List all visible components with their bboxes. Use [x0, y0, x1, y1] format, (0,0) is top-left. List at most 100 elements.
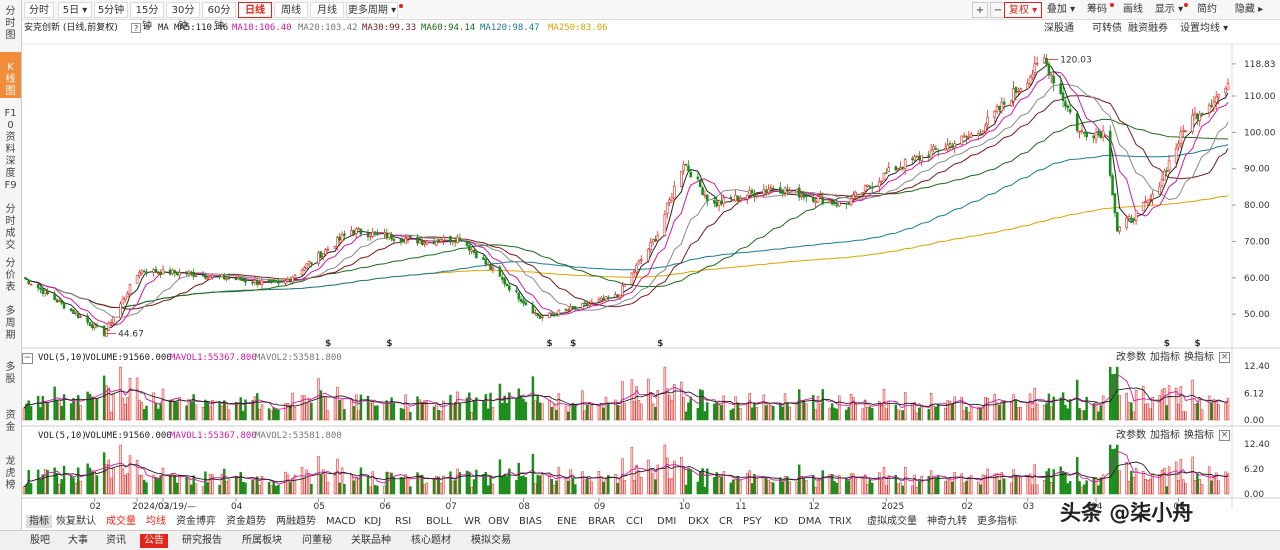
sidebar-item-kline[interactable]: K线图	[0, 52, 21, 98]
indicator-18[interactable]: DKX	[688, 516, 710, 527]
indicator-5[interactable]: 资金趋势	[226, 516, 266, 527]
period-more-button[interactable]: 更多周期 ▾	[346, 2, 398, 18]
bottom-tab-3[interactable]: 公告	[140, 534, 168, 548]
period-5day-button[interactable]: 5日 ▾	[58, 2, 92, 18]
vol-panel-2-switch-indicator-button[interactable]: 换指标	[1184, 430, 1214, 441]
volume-bar	[696, 407, 700, 421]
period-5min-button[interactable]: 5分钟	[94, 2, 128, 18]
volume-bar	[1028, 473, 1032, 495]
indicator-23[interactable]: TRIX	[829, 516, 852, 527]
indicator-7[interactable]: MACD	[326, 516, 356, 527]
candle-body	[767, 188, 770, 194]
volume-bar	[343, 484, 346, 495]
sidebar-item-f10[interactable]: F10资料	[4, 108, 17, 155]
bottom-tab-5[interactable]: 所属板块	[242, 535, 282, 546]
candle-body	[828, 200, 832, 204]
sidebar-item-intraday-trades[interactable]: 分时成交	[5, 204, 16, 251]
indicator-25[interactable]: 神奇九转	[927, 516, 967, 527]
period-monthly-button[interactable]: 月线	[310, 2, 344, 18]
sidebar-item-intraday[interactable]: 分时图	[5, 6, 16, 41]
volume-bar	[684, 411, 688, 421]
indicator-9[interactable]: RSI	[395, 516, 412, 527]
indicator-0[interactable]: 指标	[26, 515, 52, 528]
volume-bar	[173, 474, 177, 495]
vol-panel-2-add-indicator-button[interactable]: 加指标	[1150, 430, 1180, 441]
zoom-in-button[interactable]: +	[972, 2, 988, 18]
volume-bar	[670, 399, 674, 421]
vol-panel-1-edit-params-button[interactable]: 改参数	[1116, 352, 1146, 363]
ma10-line	[23, 71, 1229, 326]
bottom-tab-6[interactable]: 问董秘	[302, 535, 332, 546]
indicator-11[interactable]: WR	[464, 516, 481, 527]
convertible-bond-button[interactable]: 可转债	[1092, 23, 1122, 34]
hide-button[interactable]: 隐藏 ▸	[1234, 4, 1264, 15]
vol-panel-2-edit-params-button[interactable]: 改参数	[1116, 430, 1146, 441]
vol-panel-1-close-icon[interactable]: ×	[1219, 352, 1230, 363]
kline-chart[interactable]: $ $ $ $ $ $ $ 118.83110.00100.0090.0080.0070.0…	[0, 0, 1280, 512]
indicator-10[interactable]: BOLL	[426, 516, 452, 527]
candle-body	[943, 147, 947, 151]
indicator-14[interactable]: ENE	[557, 516, 578, 527]
collapse-panel-icon[interactable]: −	[22, 353, 33, 364]
period-15min-button[interactable]: 15分钟	[130, 2, 164, 32]
sidebar-item-multi-period[interactable]: 多周期	[5, 306, 16, 341]
candle-body	[854, 192, 858, 197]
vol-panel-1-switch-indicator-button[interactable]: 换指标	[1184, 352, 1214, 363]
bottom-tab-2[interactable]: 资讯	[106, 535, 126, 546]
period-intraday-button[interactable]: 分时	[24, 2, 54, 18]
overlay-button[interactable]: 叠加 ▾	[1046, 4, 1076, 15]
volume-bar	[58, 399, 61, 421]
indicator-1[interactable]: 恢复默认	[56, 516, 96, 527]
period-30min-button[interactable]: 30分钟	[166, 2, 200, 32]
help-icon[interactable]: ?	[131, 23, 141, 33]
bottom-tab-0[interactable]: 股吧	[30, 535, 50, 546]
indicator-4[interactable]: 资金博弈	[176, 516, 216, 527]
margin-trading-button[interactable]: 融资融券	[1128, 23, 1168, 34]
vol-panel-2-close-icon[interactable]: ×	[1219, 430, 1230, 441]
period-daily-button[interactable]: 日线	[238, 2, 272, 18]
period-60min-button[interactable]: 60分钟	[202, 2, 236, 32]
candle-body	[517, 292, 521, 300]
display-button[interactable]: 显示 ▾	[1154, 4, 1184, 15]
sidebar-item-multi-stock[interactable]: 多股	[5, 362, 16, 385]
candle-body	[1017, 90, 1020, 93]
indicator-2[interactable]: 成交量	[106, 516, 136, 527]
draw-line-button[interactable]: 画线	[1123, 4, 1143, 15]
bottom-tab-7[interactable]: 关联品种	[351, 535, 391, 546]
candle-body	[531, 304, 535, 314]
settings-gear-icon[interactable]: ⚙	[145, 23, 151, 33]
indicator-16[interactable]: CCI	[626, 516, 643, 527]
indicator-8[interactable]: KDJ	[364, 516, 382, 527]
indicator-bar: 指标 恢复默认 成交量 均线 资金博弈 资金趋势 两融趋势 MACD KDJ RSI BOLL WR O…	[22, 514, 1062, 529]
indicator-13[interactable]: BIAS	[519, 516, 542, 527]
indicator-19[interactable]: CR	[719, 516, 733, 527]
volume-bar	[1177, 479, 1180, 495]
indicator-15[interactable]: BRAR	[588, 516, 616, 527]
indicator-26[interactable]: 更多指标	[977, 516, 1017, 527]
bottom-tab-9[interactable]: 模拟交易	[471, 535, 511, 546]
indicator-17[interactable]: DMI	[657, 516, 677, 527]
bottom-tab-4[interactable]: 研究报告	[182, 535, 222, 546]
volume-bar	[1019, 406, 1022, 421]
ma-settings-button[interactable]: 设置均线 ▾	[1180, 23, 1229, 34]
sidebar-item-depth-f9[interactable]: 深度F9	[4, 156, 17, 191]
indicator-24[interactable]: 虚拟成交量	[867, 516, 917, 527]
simple-mode-button[interactable]: 简约	[1197, 4, 1217, 15]
adjust-price-button[interactable]: 复权 ▾	[1004, 2, 1042, 18]
indicator-22[interactable]: DMA	[798, 516, 822, 527]
indicator-3[interactable]: 均线	[146, 516, 166, 527]
candle-body	[498, 266, 502, 277]
sidebar-item-funds[interactable]: 资金	[5, 410, 16, 433]
indicator-12[interactable]: OBV	[488, 516, 510, 527]
vol-panel-1-add-indicator-button[interactable]: 加指标	[1150, 352, 1180, 363]
sidebar-item-dragon-tiger[interactable]: 龙虎榜	[5, 456, 16, 491]
chip-button[interactable]: 筹码	[1087, 4, 1107, 15]
indicator-21[interactable]: KD	[774, 516, 789, 527]
indicator-6[interactable]: 两融趋势	[276, 516, 316, 527]
bottom-tab-1[interactable]: 大事	[68, 535, 88, 546]
sidebar-item-price-table[interactable]: 分价表	[5, 258, 16, 293]
bottom-tab-8[interactable]: 核心题材	[411, 535, 451, 546]
indicator-20[interactable]: PSY	[743, 516, 762, 527]
shenzhen-connect-button[interactable]: 深股通	[1044, 23, 1074, 34]
period-weekly-button[interactable]: 周线	[274, 2, 308, 18]
